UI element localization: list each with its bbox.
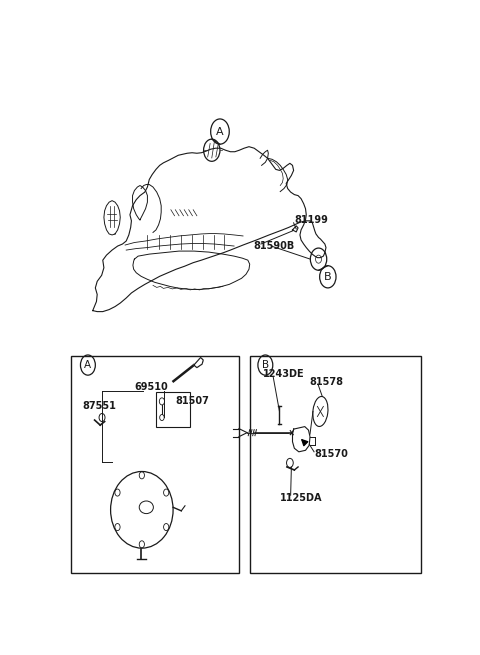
Bar [71,356,239,573]
Text: 81199: 81199 [294,215,328,225]
Text: 1125DA: 1125DA [279,493,322,503]
Text: B: B [324,272,332,282]
Text: 81570: 81570 [315,449,348,459]
Text: 81507: 81507 [175,396,209,406]
Text: A: A [216,126,224,136]
Text: A: A [84,360,92,370]
Bar [156,392,190,426]
Text: 81578: 81578 [309,377,343,387]
Text: 1243DE: 1243DE [263,369,304,379]
Bar [250,356,421,573]
Polygon shape [194,358,203,367]
Text: 81590B: 81590B [253,241,295,251]
Text: B: B [262,360,269,370]
Text: 87551: 87551 [83,402,116,411]
Text: 69510: 69510 [134,383,168,392]
